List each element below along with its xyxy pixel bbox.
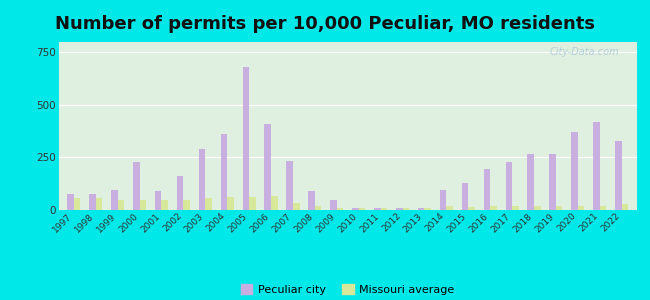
Bar bbox=[374, 208, 381, 210]
Bar bbox=[484, 169, 490, 210]
Bar bbox=[556, 206, 562, 210]
Bar bbox=[593, 122, 600, 210]
Bar bbox=[315, 206, 322, 210]
Bar bbox=[140, 200, 146, 210]
Bar bbox=[534, 206, 541, 210]
Bar bbox=[402, 208, 409, 210]
Bar bbox=[578, 206, 584, 210]
Bar bbox=[506, 162, 512, 210]
Bar bbox=[111, 190, 118, 210]
Bar bbox=[161, 200, 168, 210]
Bar bbox=[512, 206, 519, 210]
Bar bbox=[527, 154, 534, 210]
Bar bbox=[199, 149, 205, 210]
Bar bbox=[155, 191, 161, 210]
Bar bbox=[352, 208, 359, 210]
Bar bbox=[468, 207, 475, 210]
Bar bbox=[615, 141, 621, 210]
Bar bbox=[337, 208, 343, 210]
Bar bbox=[205, 199, 212, 210]
Bar bbox=[308, 191, 315, 210]
Bar bbox=[359, 208, 365, 210]
Legend: Peculiar city, Missouri average: Peculiar city, Missouri average bbox=[237, 279, 459, 299]
Bar bbox=[67, 194, 74, 210]
Bar bbox=[462, 183, 468, 210]
Bar bbox=[440, 190, 447, 210]
Bar bbox=[242, 67, 249, 210]
Bar bbox=[418, 208, 424, 210]
Bar bbox=[293, 203, 300, 210]
Bar bbox=[89, 194, 96, 210]
Bar bbox=[330, 200, 337, 210]
Bar bbox=[424, 208, 431, 210]
Text: City-Data.com: City-Data.com bbox=[550, 47, 619, 57]
Bar bbox=[265, 124, 271, 210]
Bar bbox=[177, 176, 183, 210]
Bar bbox=[287, 160, 293, 210]
Bar bbox=[490, 206, 497, 210]
Bar bbox=[220, 134, 228, 210]
Bar bbox=[96, 199, 102, 210]
Bar bbox=[74, 199, 81, 210]
Bar bbox=[249, 197, 255, 210]
Bar bbox=[133, 162, 140, 210]
Bar bbox=[227, 197, 234, 210]
Bar bbox=[396, 208, 402, 210]
Bar bbox=[381, 208, 387, 210]
Text: Number of permits per 10,000 Peculiar, MO residents: Number of permits per 10,000 Peculiar, M… bbox=[55, 15, 595, 33]
Bar bbox=[183, 200, 190, 210]
Bar bbox=[571, 132, 578, 210]
Bar bbox=[600, 206, 606, 210]
Bar bbox=[621, 204, 629, 210]
Bar bbox=[549, 154, 556, 210]
Bar bbox=[447, 206, 453, 210]
Bar bbox=[118, 200, 124, 210]
Bar bbox=[271, 196, 278, 210]
